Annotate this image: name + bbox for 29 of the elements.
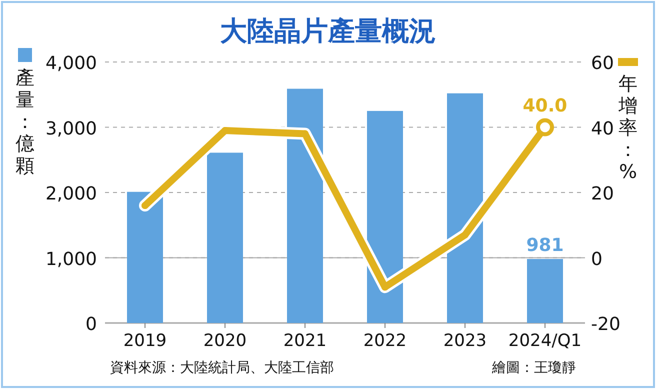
- y-tick-label: 2,000: [45, 184, 97, 204]
- y2-tick-label: 40: [591, 118, 614, 140]
- x-tick-label: 2022: [363, 331, 407, 351]
- data-label: 40.0: [522, 95, 568, 116]
- y-tick-label: 0: [86, 314, 97, 335]
- x-tick-label: 2021: [283, 331, 327, 351]
- x-tick-label: 2019: [123, 331, 167, 351]
- x-tick-label: 2020: [203, 331, 247, 351]
- bar: [127, 192, 163, 323]
- data-label: 981: [526, 234, 564, 256]
- y2-tick-label: 60: [591, 53, 614, 74]
- bar: [207, 152, 243, 323]
- x-tick-label: 2024/Q1: [508, 331, 582, 351]
- x-tick-label: 2023: [443, 331, 487, 351]
- y-axis-title: 產量：億顆: [16, 67, 34, 177]
- y2-tick-label: -20: [591, 314, 620, 335]
- y2-axis-title: 年增率：%: [618, 73, 638, 183]
- y2-tick-label: 0: [591, 248, 602, 270]
- source-note: 資料來源：大陸統計局、大陸工信部: [110, 360, 334, 376]
- y-tick-label: 4,000: [45, 53, 97, 74]
- bar: [287, 88, 323, 323]
- bar: [527, 258, 563, 323]
- text: 繪圖：王瓊靜: [491, 360, 576, 376]
- y-tick-label: 3,000: [45, 118, 97, 140]
- chart-title: 大陸晶片產量概況: [220, 16, 436, 47]
- bar: [367, 110, 403, 323]
- y-tick-label: 1,000: [45, 248, 97, 270]
- y2-tick-label: 20: [591, 184, 614, 204]
- bar: [447, 93, 483, 323]
